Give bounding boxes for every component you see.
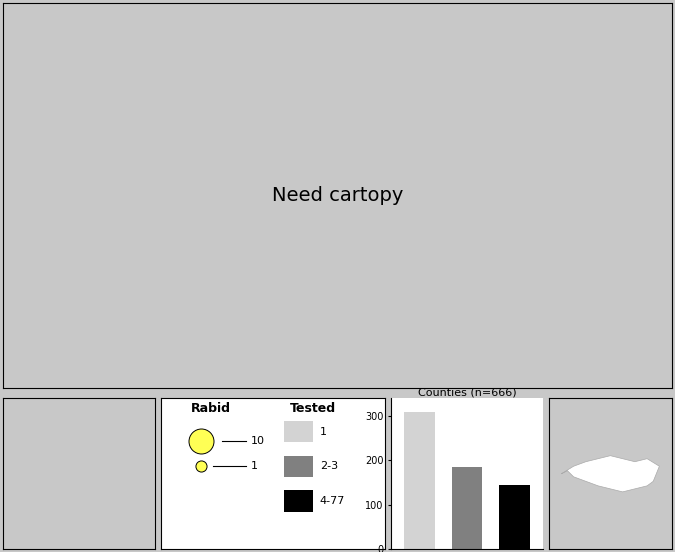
Title: Counties (n=666): Counties (n=666) — [418, 388, 516, 397]
Bar — [404, 412, 435, 549]
Bar — [284, 421, 313, 442]
Text: Rabid: Rabid — [190, 402, 230, 416]
Text: 10: 10 — [250, 436, 265, 445]
Text: Need cartopy: Need cartopy — [272, 185, 403, 205]
Bar — [452, 467, 482, 549]
Text: 1: 1 — [250, 461, 258, 471]
Text: 4-77: 4-77 — [320, 496, 346, 506]
Text: Tested: Tested — [290, 402, 336, 416]
Polygon shape — [562, 455, 659, 492]
Bar — [284, 490, 313, 512]
Bar — [499, 485, 530, 549]
Text: 1: 1 — [320, 427, 327, 437]
Bar — [284, 455, 313, 477]
Text: 2-3: 2-3 — [320, 461, 338, 471]
